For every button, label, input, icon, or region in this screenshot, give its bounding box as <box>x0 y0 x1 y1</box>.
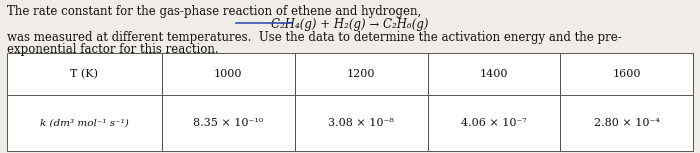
Text: was measured at different temperatures.  Use the data to determine the activatio: was measured at different temperatures. … <box>7 31 622 44</box>
Text: exponential factor for this reaction.: exponential factor for this reaction. <box>7 43 218 56</box>
Text: 1000: 1000 <box>214 69 243 79</box>
Text: 4.06 × 10⁻⁷: 4.06 × 10⁻⁷ <box>461 118 526 128</box>
Text: 8.35 × 10⁻¹⁰: 8.35 × 10⁻¹⁰ <box>193 118 263 128</box>
Text: 1600: 1600 <box>612 69 641 79</box>
Text: 1200: 1200 <box>347 69 375 79</box>
Text: k (dm³ mol⁻¹ s⁻¹): k (dm³ mol⁻¹ s⁻¹) <box>40 119 129 127</box>
Text: 3.08 × 10⁻⁸: 3.08 × 10⁻⁸ <box>328 118 394 128</box>
Text: 1400: 1400 <box>480 69 508 79</box>
Bar <box>7 53 693 151</box>
Text: C₂H₄(g) + H₂(g) → C₂H₆(g): C₂H₄(g) + H₂(g) → C₂H₆(g) <box>272 18 428 31</box>
Text: The rate constant for the gas-phase reaction of ethene and hydrogen,: The rate constant for the gas-phase reac… <box>7 5 421 18</box>
Text: 2.80 × 10⁻⁴: 2.80 × 10⁻⁴ <box>594 118 659 128</box>
Text: T (K): T (K) <box>71 69 99 79</box>
